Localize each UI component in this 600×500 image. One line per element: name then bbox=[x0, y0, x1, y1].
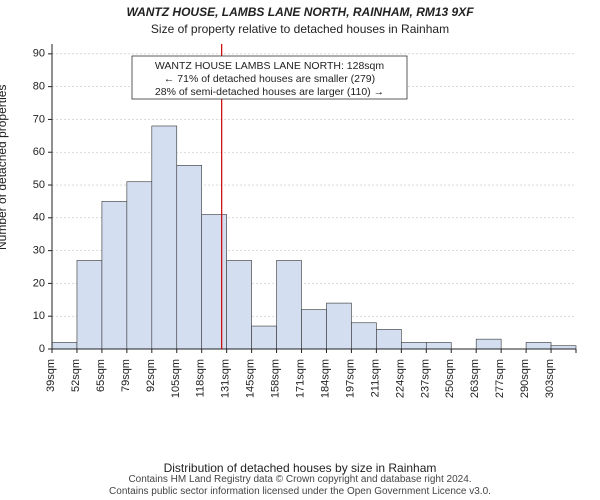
attribution: Contains HM Land Registry data © Crown c… bbox=[0, 474, 600, 498]
svg-text:30: 30 bbox=[33, 245, 45, 257]
x-tick-label: 39sqm bbox=[45, 359, 57, 392]
histogram-bar bbox=[302, 310, 327, 349]
annotation-line: ← 71% of detached houses are smaller (27… bbox=[164, 73, 375, 85]
histogram-bar bbox=[52, 342, 77, 349]
x-tick-label: 158sqm bbox=[270, 359, 282, 398]
histogram-bar bbox=[277, 260, 302, 349]
histogram-bar bbox=[152, 126, 177, 349]
chart-subtitle: Size of property relative to detached ho… bbox=[0, 22, 600, 36]
svg-text:50: 50 bbox=[33, 179, 45, 191]
chart-container: WANTZ HOUSE, LAMBS LANE NORTH, RAINHAM, … bbox=[0, 0, 600, 500]
histogram-bar bbox=[202, 215, 227, 349]
histogram-bar bbox=[401, 342, 426, 349]
histogram-bar bbox=[376, 329, 401, 349]
histogram-bar bbox=[476, 339, 501, 349]
chart-title: WANTZ HOUSE, LAMBS LANE NORTH, RAINHAM, … bbox=[0, 5, 600, 19]
x-tick-label: 250sqm bbox=[444, 359, 456, 398]
x-tick-label: 237sqm bbox=[419, 359, 431, 398]
annotation-line: 28% of semi-detached houses are larger (… bbox=[155, 86, 384, 98]
x-tick-label: 131sqm bbox=[220, 359, 232, 398]
histogram-bar bbox=[252, 326, 277, 349]
x-tick-label: 105sqm bbox=[170, 359, 182, 398]
svg-text:10: 10 bbox=[33, 310, 45, 322]
histogram-bar bbox=[127, 182, 152, 349]
histogram-bar bbox=[177, 165, 202, 349]
x-tick-label: 211sqm bbox=[369, 359, 381, 397]
x-axis-label: Distribution of detached houses by size … bbox=[0, 461, 600, 475]
histogram-bar bbox=[326, 303, 351, 349]
chart-svg: 010203040506070809039sqm52sqm65sqm79sqm9… bbox=[52, 44, 582, 404]
histogram-bar bbox=[526, 342, 551, 349]
x-tick-label: 224sqm bbox=[394, 359, 406, 398]
plot-area: 010203040506070809039sqm52sqm65sqm79sqm9… bbox=[52, 44, 582, 404]
x-tick-label: 118sqm bbox=[195, 359, 207, 397]
x-tick-label: 145sqm bbox=[245, 359, 257, 398]
x-tick-label: 303sqm bbox=[544, 359, 556, 398]
attribution-line1: Contains HM Land Registry data © Crown c… bbox=[0, 474, 600, 486]
svg-text:0: 0 bbox=[39, 343, 45, 355]
x-tick-label: 79sqm bbox=[120, 359, 132, 392]
histogram-bar bbox=[351, 323, 376, 349]
svg-text:60: 60 bbox=[33, 146, 45, 158]
annotation-line: WANTZ HOUSE LAMBS LANE NORTH: 128sqm bbox=[155, 60, 385, 72]
x-tick-label: 263sqm bbox=[469, 359, 481, 398]
histogram-bar bbox=[227, 260, 252, 349]
x-tick-label: 92sqm bbox=[145, 359, 157, 392]
svg-text:90: 90 bbox=[33, 48, 45, 60]
svg-text:40: 40 bbox=[33, 212, 45, 224]
histogram-bar bbox=[426, 342, 451, 349]
histogram-bar bbox=[77, 260, 102, 349]
x-tick-label: 277sqm bbox=[494, 359, 506, 398]
x-tick-label: 197sqm bbox=[344, 359, 356, 398]
histogram-bar bbox=[102, 201, 127, 349]
x-tick-label: 290sqm bbox=[519, 359, 531, 398]
attribution-line2: Contains public sector information licen… bbox=[0, 486, 600, 498]
svg-text:70: 70 bbox=[33, 113, 45, 125]
x-tick-label: 171sqm bbox=[295, 359, 307, 398]
x-tick-label: 65sqm bbox=[95, 359, 107, 392]
svg-text:20: 20 bbox=[33, 277, 45, 289]
x-tick-label: 52sqm bbox=[70, 359, 82, 392]
svg-text:80: 80 bbox=[33, 81, 45, 93]
x-tick-label: 184sqm bbox=[319, 359, 331, 398]
y-axis-label: Number of detached properties bbox=[0, 85, 9, 250]
